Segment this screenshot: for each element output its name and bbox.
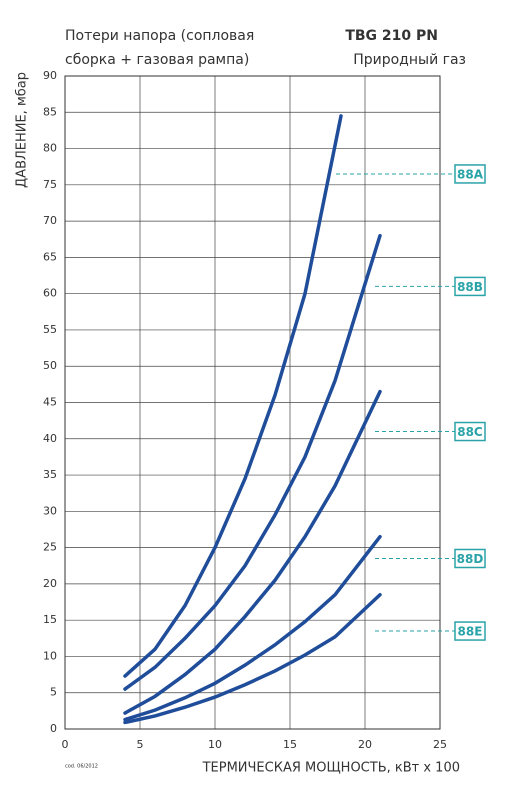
- series-label: 88E: [458, 625, 483, 639]
- x-tick-label: 0: [62, 738, 69, 751]
- y-tick-label: 65: [43, 250, 57, 263]
- y-tick-label: 35: [43, 468, 57, 481]
- chart-subtitle: TBG 210 PN: [345, 28, 438, 44]
- line-series: [123, 233, 382, 691]
- series-label: 88D: [457, 552, 484, 566]
- x-tick-label: 20: [358, 738, 372, 751]
- x-axis-label: ТЕРМИЧЕСКАЯ МОЩНОСТЬ, кВт x 100: [202, 761, 460, 776]
- chart-title: сборка + газовая рампа): [65, 52, 249, 68]
- x-tick-label: 5: [137, 738, 144, 751]
- y-tick-label: 80: [43, 142, 57, 155]
- y-tick-label: 10: [43, 649, 57, 662]
- y-tick-label: 55: [43, 323, 57, 336]
- line-series: [123, 389, 382, 715]
- series-label-box: [454, 548, 486, 569]
- line-series: [123, 534, 382, 722]
- series-label-box: [454, 621, 486, 641]
- series-label: 88A: [457, 167, 484, 181]
- y-tick-label: 70: [43, 214, 57, 227]
- y-tick-label: 40: [43, 432, 57, 445]
- y-tick-label: 15: [43, 613, 57, 626]
- line-series: [123, 593, 382, 725]
- line-series: [123, 114, 343, 678]
- y-tick-label: 50: [43, 359, 57, 372]
- y-tick-label: 85: [43, 105, 57, 118]
- y-tick-label: 20: [43, 577, 57, 590]
- series-label-box: [454, 421, 486, 442]
- x-tick-label: 15: [283, 738, 297, 751]
- y-tick-label: 25: [43, 541, 57, 554]
- y-tick-label: 5: [50, 686, 57, 699]
- series-label: 88B: [457, 280, 483, 294]
- chart-subtitle: Природный газ: [353, 52, 466, 68]
- series-label-box: [454, 276, 486, 297]
- y-tick-label: 60: [43, 287, 57, 300]
- y-tick-label: 0: [50, 722, 57, 735]
- y-tick-label: 45: [43, 396, 57, 409]
- series-label-box: [454, 164, 486, 184]
- x-tick-label: 25: [433, 738, 447, 751]
- y-tick-label: 75: [43, 178, 57, 191]
- series-label: 88C: [457, 425, 483, 439]
- x-tick-label: 10: [208, 738, 222, 751]
- y-tick-label: 90: [43, 69, 57, 82]
- y-tick-label: 30: [43, 504, 57, 517]
- plot-frame: [64, 75, 441, 730]
- footnote: cod. 06/2012: [65, 764, 98, 770]
- y-axis-label: ДАВЛЕНИЕ, мбар: [15, 72, 30, 188]
- chart-title: Потери напора (сопловая: [65, 28, 254, 44]
